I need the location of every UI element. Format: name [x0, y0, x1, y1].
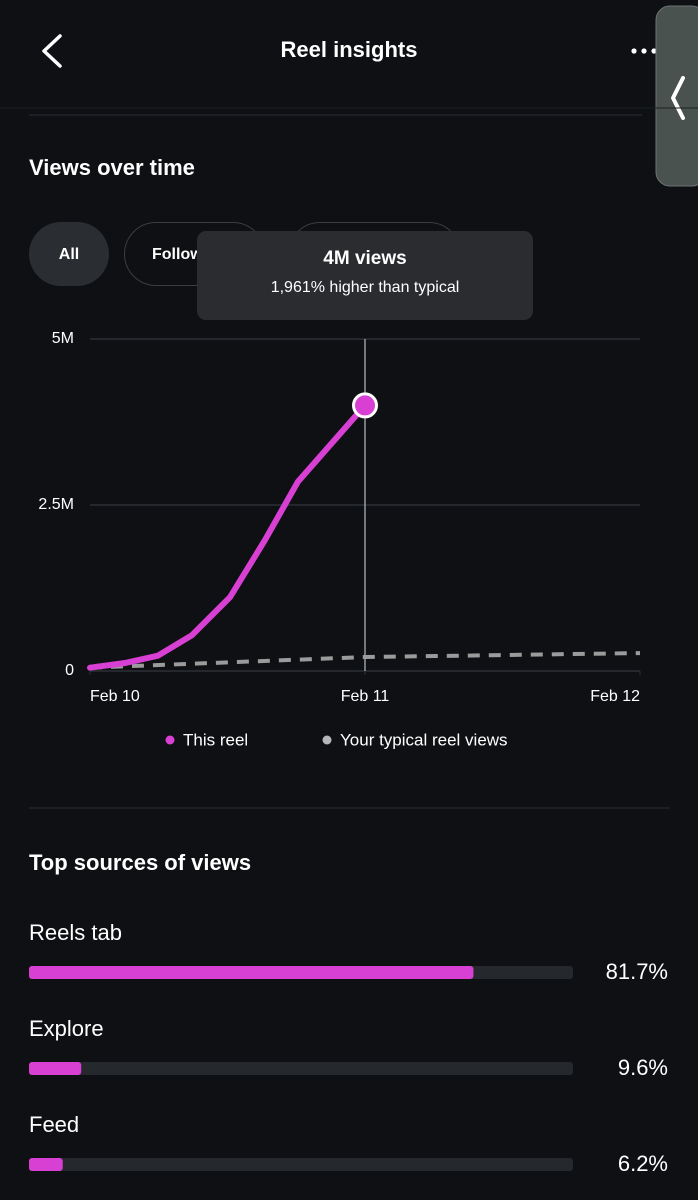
tooltip	[197, 231, 533, 320]
highlight-point	[352, 392, 378, 419]
bar	[29, 1158, 63, 1171]
tooltip-text: 1,961% higher than typical	[271, 279, 460, 296]
legend-label: Your typical reel views	[340, 730, 508, 749]
tooltip-title: 4M views	[323, 248, 406, 269]
bar-track	[29, 1158, 573, 1171]
bar	[29, 1062, 82, 1075]
back-button[interactable]	[42, 34, 62, 68]
legend-marker	[322, 735, 332, 745]
legend-label: This reel	[183, 730, 248, 749]
source-name: Explore	[29, 1016, 104, 1041]
y-tick-label: 5M	[52, 330, 74, 347]
source-value: 9.6%	[618, 1055, 668, 1080]
source-value: 6.2%	[618, 1151, 668, 1176]
side-handle[interactable]	[655, 5, 698, 187]
x-tick-label: Feb 12	[590, 688, 640, 705]
series-line	[89, 651, 641, 670]
more-button[interactable]	[631, 48, 657, 54]
source-name: Reels tab	[29, 920, 122, 945]
source-value: 81.7%	[606, 959, 668, 984]
x-tick-label: Feb 10	[90, 688, 140, 705]
bar	[29, 966, 474, 979]
legend-marker	[165, 735, 175, 745]
series-line	[87, 402, 368, 671]
source-name: Feed	[29, 1112, 79, 1137]
section-title: Views over time	[29, 155, 195, 180]
section-title: Top sources of views	[29, 850, 251, 875]
filter-label: All	[59, 246, 79, 263]
filter-pill[interactable]	[29, 222, 109, 286]
x-tick-label: Feb 11	[341, 688, 390, 705]
bar-track	[29, 1062, 573, 1075]
y-tick-label: 2.5M	[38, 496, 74, 513]
header-title: Reel insights	[281, 37, 418, 62]
y-tick-label: 0	[65, 662, 74, 679]
